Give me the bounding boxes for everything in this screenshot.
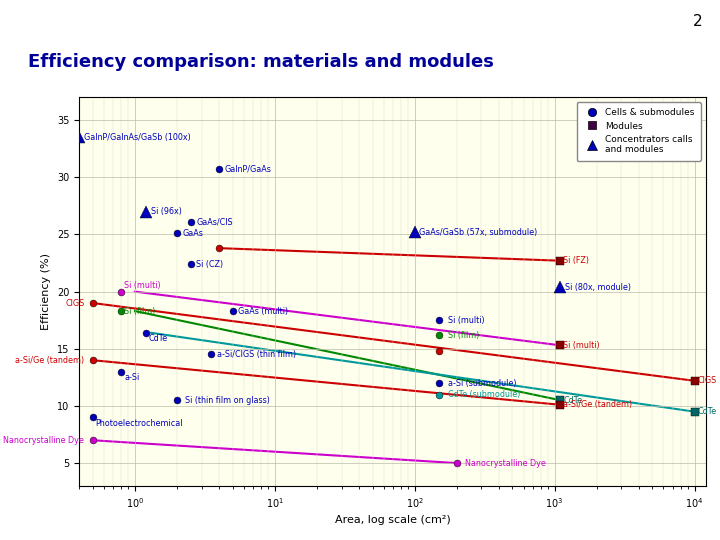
- Text: GaInP/GaInAs/GaSb (100x): GaInP/GaInAs/GaSb (100x): [84, 133, 191, 141]
- Text: GaAs: GaAs: [183, 229, 204, 238]
- Text: Nanocrystalline Dye: Nanocrystalline Dye: [4, 436, 84, 445]
- Text: GaInP/GaAs: GaInP/GaAs: [225, 165, 271, 174]
- Text: a-Si/Ge (tandem): a-Si/Ge (tandem): [563, 400, 632, 409]
- Text: CIGS: CIGS: [698, 376, 716, 386]
- Text: CIGS: CIGS: [65, 299, 84, 308]
- Text: Si (FZ): Si (FZ): [563, 256, 590, 265]
- Text: 2: 2: [693, 14, 702, 29]
- Text: Si (80x, module): Si (80x, module): [565, 282, 631, 292]
- Text: GaAs/CIS: GaAs/CIS: [197, 217, 233, 226]
- Text: Si (multi): Si (multi): [563, 341, 600, 350]
- Text: a-Si: a-Si: [125, 373, 140, 382]
- Text: GaAs (multi): GaAs (multi): [238, 307, 289, 315]
- Text: Si (film): Si (film): [448, 330, 480, 340]
- Text: CdTe: CdTe: [698, 407, 716, 416]
- Y-axis label: Efficiency (%): Efficiency (%): [42, 253, 51, 330]
- Text: Photoelectrochemical: Photoelectrochemical: [96, 418, 183, 428]
- Text: a-Si (submodule): a-Si (submodule): [448, 379, 516, 388]
- Text: Si (thin film on glass): Si (thin film on glass): [186, 396, 271, 405]
- Text: CdTe (submodule): CdTe (submodule): [448, 390, 521, 399]
- Text: Nanocrystalline Dye: Nanocrystalline Dye: [465, 458, 546, 468]
- Text: Si (multi): Si (multi): [448, 316, 485, 325]
- Legend: Cells & submodules, Modules, Concentrators calls
and modules: Cells & submodules, Modules, Concentrato…: [577, 102, 701, 161]
- Text: CdTe: CdTe: [149, 334, 168, 343]
- Text: CdTe: CdTe: [563, 396, 582, 405]
- Text: Efficiency comparison: materials and modules: Efficiency comparison: materials and mod…: [28, 53, 494, 71]
- Text: a-Si/Ge (tandem): a-Si/Ge (tandem): [15, 356, 84, 364]
- Text: Si (film): Si (film): [125, 307, 156, 315]
- Text: Si (96x): Si (96x): [150, 207, 181, 216]
- Text: Si (multi): Si (multi): [125, 281, 161, 291]
- Text: a-Si/CIGS (thin film): a-Si/CIGS (thin film): [217, 350, 296, 359]
- Text: GaAs/GaSb (57x, submodule): GaAs/GaSb (57x, submodule): [419, 228, 538, 237]
- Text: Si (CZ): Si (CZ): [197, 260, 223, 269]
- X-axis label: Area, log scale (cm²): Area, log scale (cm²): [335, 515, 450, 525]
